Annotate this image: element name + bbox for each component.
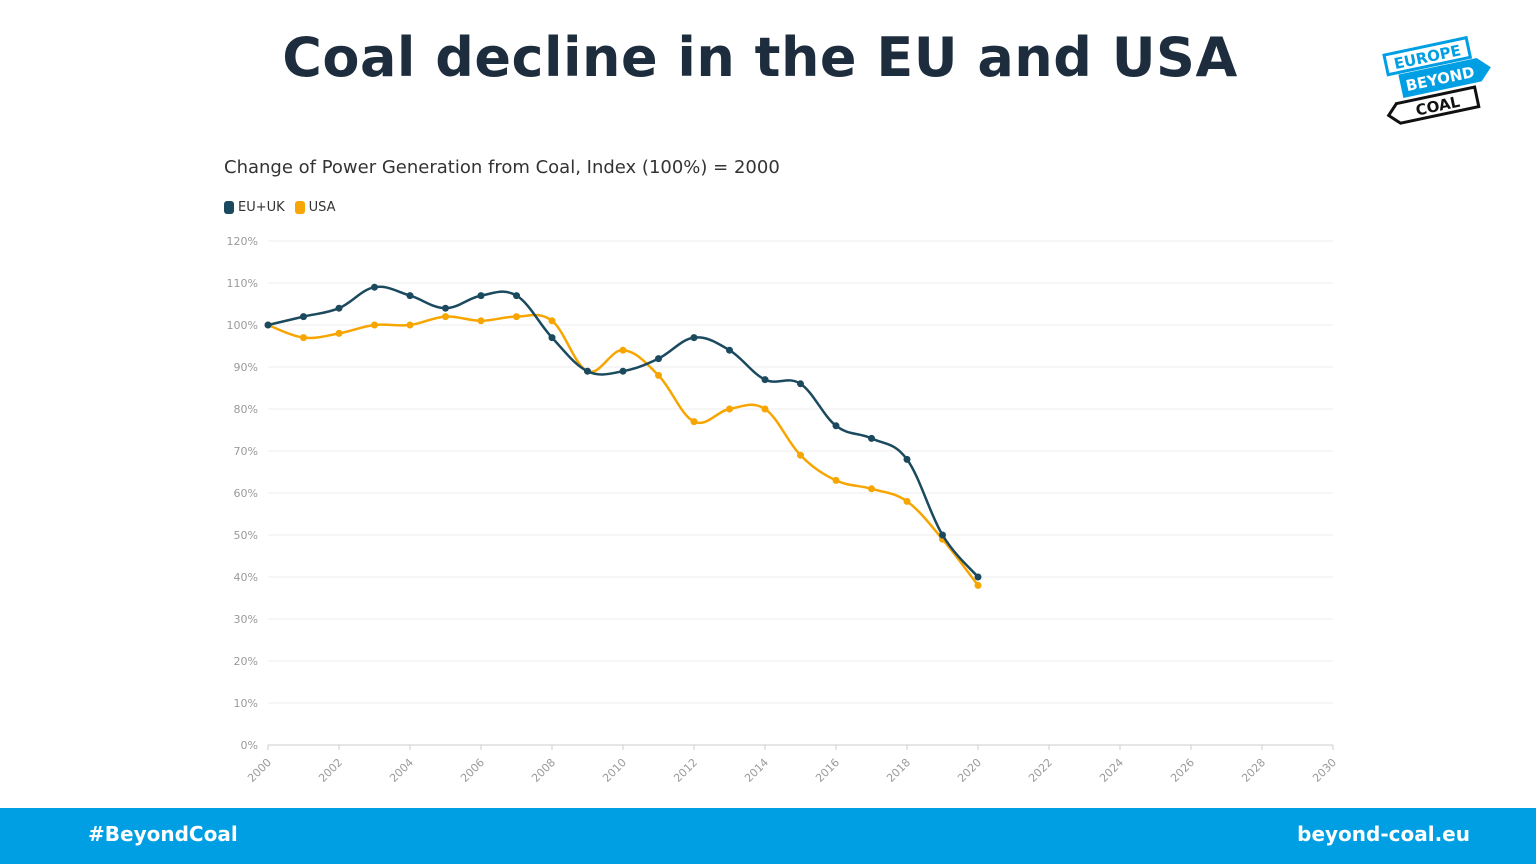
data-point-eu[interactable]	[903, 455, 911, 463]
y-tick-label: 40%	[234, 571, 258, 584]
x-tick-label: 2018	[884, 756, 913, 785]
y-tick-label: 50%	[234, 529, 258, 542]
data-point-usa[interactable]	[903, 497, 911, 505]
legend-label-eu: EU+UK	[238, 200, 285, 215]
data-point-usa[interactable]	[619, 346, 627, 354]
y-tick-label: 10%	[234, 697, 258, 710]
x-tick-label: 2030	[1310, 756, 1339, 785]
y-tick-label: 80%	[234, 403, 258, 416]
x-tick-label: 2028	[1239, 756, 1268, 785]
data-point-eu[interactable]	[442, 304, 449, 312]
x-tick-label: 2004	[387, 756, 416, 785]
data-point-usa[interactable]	[300, 334, 307, 342]
data-point-eu[interactable]	[406, 292, 414, 300]
y-tick-label: 0%	[241, 739, 258, 752]
y-tick-label: 110%	[227, 277, 258, 290]
footer-hashtag[interactable]: #BeyondCoal	[88, 822, 238, 846]
page-title: Coal decline in the EU and USA	[282, 26, 1238, 89]
data-point-eu[interactable]	[868, 434, 875, 442]
data-point-eu[interactable]	[335, 304, 343, 312]
x-tick-label: 2026	[1168, 756, 1197, 785]
footer-website-link[interactable]: beyond-coal.eu	[1297, 822, 1470, 846]
y-tick-label: 70%	[234, 445, 258, 458]
y-tick-label: 60%	[234, 487, 258, 500]
legend-item-eu[interactable]: EU+UK	[224, 200, 285, 215]
data-point-usa[interactable]	[761, 405, 769, 413]
y-tick-label: 120%	[227, 235, 258, 248]
y-tick-label: 30%	[234, 613, 258, 626]
x-tick-label: 2016	[813, 756, 842, 785]
data-point-eu[interactable]	[939, 531, 946, 539]
legend-label-usa: USA	[308, 200, 336, 215]
chart-title: Change of Power Generation from Coal, In…	[224, 157, 780, 178]
x-tick-label: 2020	[955, 756, 984, 785]
data-point-eu[interactable]	[513, 292, 520, 300]
y-tick-label: 100%	[227, 319, 258, 332]
data-point-usa[interactable]	[548, 317, 556, 325]
data-point-eu[interactable]	[726, 346, 733, 354]
data-point-eu[interactable]	[371, 283, 378, 291]
data-point-eu[interactable]	[548, 334, 556, 342]
x-tick-label: 2022	[1026, 756, 1055, 785]
x-tick-label: 2002	[316, 756, 345, 785]
data-point-eu[interactable]	[300, 313, 307, 321]
data-point-usa[interactable]	[371, 321, 378, 329]
data-point-eu[interactable]	[619, 367, 627, 375]
data-point-usa[interactable]	[832, 476, 840, 484]
data-point-usa[interactable]	[690, 418, 698, 426]
x-tick-label: 2006	[458, 756, 487, 785]
data-point-eu[interactable]	[477, 292, 485, 300]
footer-bar: #BeyondCoal beyond-coal.eu	[0, 808, 1536, 864]
y-tick-label: 90%	[234, 361, 258, 374]
data-point-eu[interactable]	[974, 573, 982, 581]
x-tick-label: 2014	[742, 756, 771, 785]
data-point-usa[interactable]	[406, 321, 414, 329]
data-point-usa[interactable]	[974, 581, 982, 589]
data-point-usa[interactable]	[726, 405, 733, 413]
data-point-usa[interactable]	[513, 313, 520, 321]
data-point-eu[interactable]	[832, 422, 840, 430]
data-point-eu[interactable]	[797, 380, 804, 388]
data-point-eu[interactable]	[584, 367, 591, 375]
x-tick-label: 2010	[600, 756, 629, 785]
series-line-eu	[267, 285, 979, 578]
data-point-eu[interactable]	[264, 321, 272, 329]
data-point-eu[interactable]	[761, 376, 769, 384]
data-point-usa[interactable]	[477, 317, 485, 325]
series-line-usa	[267, 313, 979, 587]
line-chart: 0% 10% 20% 30% 40% 50% 60% 70% 80% 90% 100% 110% 120…	[227, 235, 1340, 785]
data-point-usa[interactable]	[797, 451, 804, 459]
chart-legend: EU+UK USA	[224, 200, 336, 215]
data-point-usa[interactable]	[655, 371, 662, 379]
y-tick-label: 20%	[234, 655, 258, 668]
data-point-eu[interactable]	[655, 355, 662, 363]
legend-swatch-usa	[294, 201, 305, 214]
x-tick-label: 2000	[245, 756, 274, 785]
data-point-eu[interactable]	[690, 334, 698, 342]
legend-item-usa[interactable]: USA	[294, 200, 336, 215]
legend-swatch-eu	[224, 201, 234, 214]
data-point-usa[interactable]	[442, 313, 449, 321]
x-tick-label: 2012	[671, 756, 700, 785]
data-point-usa[interactable]	[335, 329, 343, 337]
x-tick-label: 2008	[529, 756, 558, 785]
x-tick-label: 2024	[1097, 756, 1126, 785]
data-point-usa[interactable]	[868, 485, 875, 493]
